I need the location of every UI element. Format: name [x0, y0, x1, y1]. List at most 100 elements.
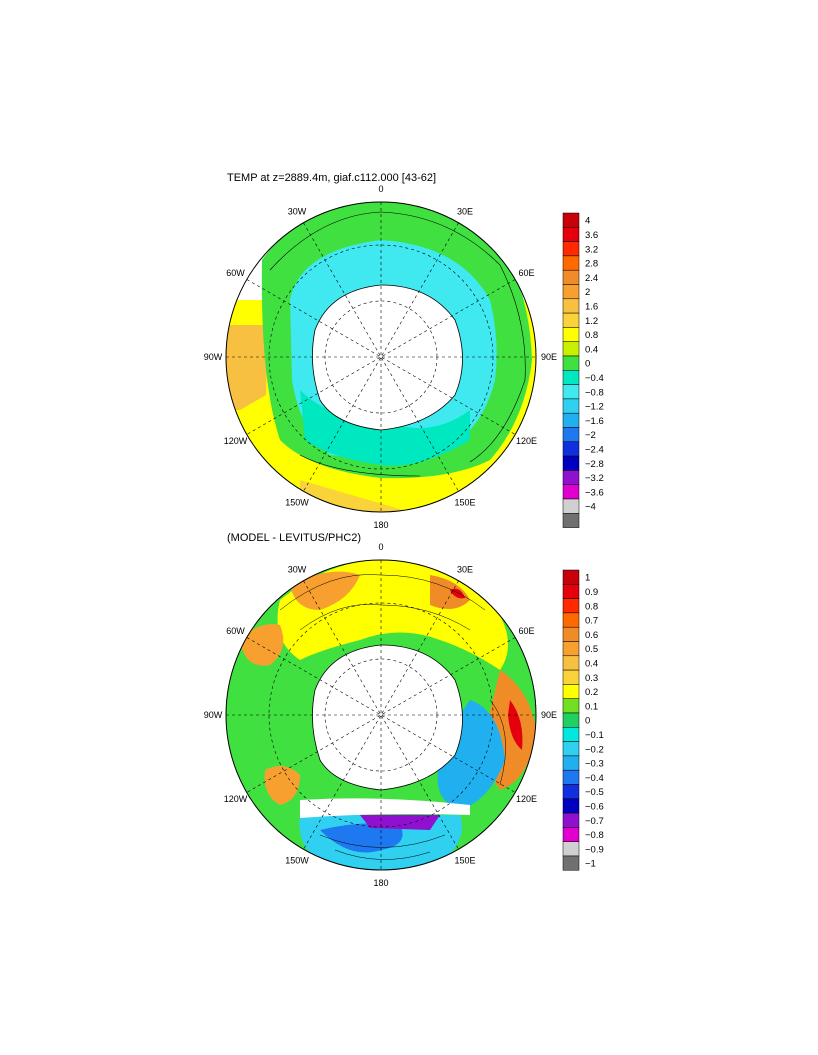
meridian-label: 120W: [224, 436, 248, 446]
colorbar-swatch: [562, 798, 580, 814]
colorbar-swatch: [562, 755, 580, 771]
colorbar-label: 0: [585, 716, 590, 727]
colorbar-swatch: [562, 741, 580, 757]
colorbar-label: 3.2: [585, 244, 598, 255]
colorbar-swatch: [562, 384, 580, 400]
colorbar-swatch: [562, 269, 580, 285]
meridian-label: 180: [373, 520, 388, 530]
meridian-label: 120E: [516, 436, 537, 446]
colorbar-label: −1.2: [585, 402, 604, 413]
colorbar-swatch: [562, 727, 580, 742]
colorbar-swatch: [562, 641, 580, 657]
meridian-label: 60E: [518, 626, 534, 636]
colorbar-swatch: [562, 841, 580, 857]
meridian-label: 30W: [288, 565, 307, 575]
colorbar-swatch: [562, 427, 580, 443]
meridian-label: 30E: [457, 207, 473, 217]
colorbar-swatch: [562, 569, 580, 585]
colorbar-label: 0.8: [585, 601, 598, 612]
meridian-label: 90E: [541, 710, 557, 720]
top-polar-map: [225, 201, 537, 513]
colorbar-swatch: [562, 498, 580, 514]
meridian-label: 0: [378, 542, 383, 552]
colorbar-label: 0.1: [585, 701, 598, 712]
colorbar-swatch: [562, 227, 580, 242]
meridian-label: 150W: [285, 856, 309, 866]
meridian-label: 150E: [454, 856, 475, 866]
meridian-label: 60W: [226, 626, 245, 636]
colorbar-label: 0.8: [585, 330, 598, 341]
colorbar-swatch: [562, 655, 580, 671]
colorbar-label: 0.2: [585, 687, 598, 698]
colorbar-label: 0.7: [585, 616, 598, 627]
bottom-polar-map: [225, 559, 537, 871]
colorbar-label: 2.4: [585, 273, 598, 284]
colorbar-label: 0.4: [585, 659, 598, 670]
meridian-label: 30E: [457, 565, 473, 575]
colorbar-swatch: [562, 370, 580, 385]
colorbar-swatch: [562, 598, 580, 614]
colorbar-swatch: [562, 827, 580, 842]
colorbar-label: −0.8: [585, 387, 604, 398]
colorbar-swatch: [562, 355, 580, 371]
colorbar-swatch: [562, 855, 580, 871]
colorbar-label: 0.5: [585, 644, 598, 655]
meridian-label: 60E: [518, 268, 534, 278]
meridian-label: 120W: [224, 794, 248, 804]
colorbar-label: −0.9: [585, 844, 604, 855]
colorbar-swatch: [562, 484, 580, 500]
colorbar-swatch: [562, 312, 580, 328]
bottom-panel-title: (MODEL - LEVITUS/PHC2): [227, 532, 362, 544]
colorbar-swatch: [562, 255, 580, 271]
meridian-label: 30W: [288, 207, 307, 217]
colorbar-label: −0.6: [585, 802, 604, 813]
meridian-label: 90E: [541, 352, 557, 362]
colorbar-swatch: [562, 341, 580, 357]
meridian-label: 60W: [226, 268, 245, 278]
colorbar-label: −0.5: [585, 787, 604, 798]
colorbar-label: 4: [585, 216, 590, 227]
colorbar-swatch: [562, 698, 580, 714]
colorbar-label: −0.1: [585, 730, 604, 741]
colorbar-label: 1.2: [585, 316, 598, 327]
meridian-label: 150E: [454, 498, 475, 508]
colorbar-label: −1: [585, 859, 596, 870]
colorbar-label: −0.7: [585, 816, 604, 827]
colorbar-swatch: [562, 455, 580, 471]
colorbar-label: −3.6: [585, 487, 604, 498]
colorbar-swatch: [562, 712, 580, 728]
meridian-label: 180: [373, 878, 388, 888]
colorbar-swatch: [562, 626, 580, 642]
colorbar-swatch: [562, 513, 580, 528]
colorbar-swatch: [562, 612, 580, 628]
colorbar-label: 0: [585, 359, 590, 370]
colorbar-label: −0.4: [585, 373, 604, 384]
colorbar-swatch: [562, 684, 580, 699]
colorbar-label: 2.8: [585, 259, 598, 270]
colorbar-label: −0.3: [585, 759, 604, 770]
colorbar-label: 1.6: [585, 301, 598, 312]
colorbar-swatch: [562, 584, 580, 599]
colorbar-swatch: [562, 812, 580, 828]
colorbar-swatch: [562, 398, 580, 414]
colorbar-swatch: [562, 669, 580, 685]
colorbar-swatch: [562, 784, 580, 800]
colorbar-label: −0.2: [585, 744, 604, 755]
colorbar-swatch: [562, 212, 580, 228]
colorbar-label: −0.8: [585, 830, 604, 841]
meridian-label: 90W: [204, 710, 223, 720]
top-panel-title: TEMP at z=2889.4m, giaf.c112.000 [43-62]: [227, 172, 437, 184]
colorbar-swatch: [562, 441, 580, 457]
colorbar-label: −0.4: [585, 773, 604, 784]
colorbar-label: 0.4: [585, 344, 598, 355]
colorbar-label: 0.9: [585, 587, 598, 598]
colorbar-label: 2: [585, 287, 590, 298]
colorbar-label: −2.4: [585, 445, 604, 456]
colorbar-label: −2.8: [585, 459, 604, 470]
colorbar-label: −4: [585, 502, 596, 513]
colorbar-label: 0.6: [585, 630, 598, 641]
colorbar-swatch: [562, 412, 580, 428]
colorbar-swatch: [562, 284, 580, 300]
colorbar-label: 3.6: [585, 230, 598, 241]
